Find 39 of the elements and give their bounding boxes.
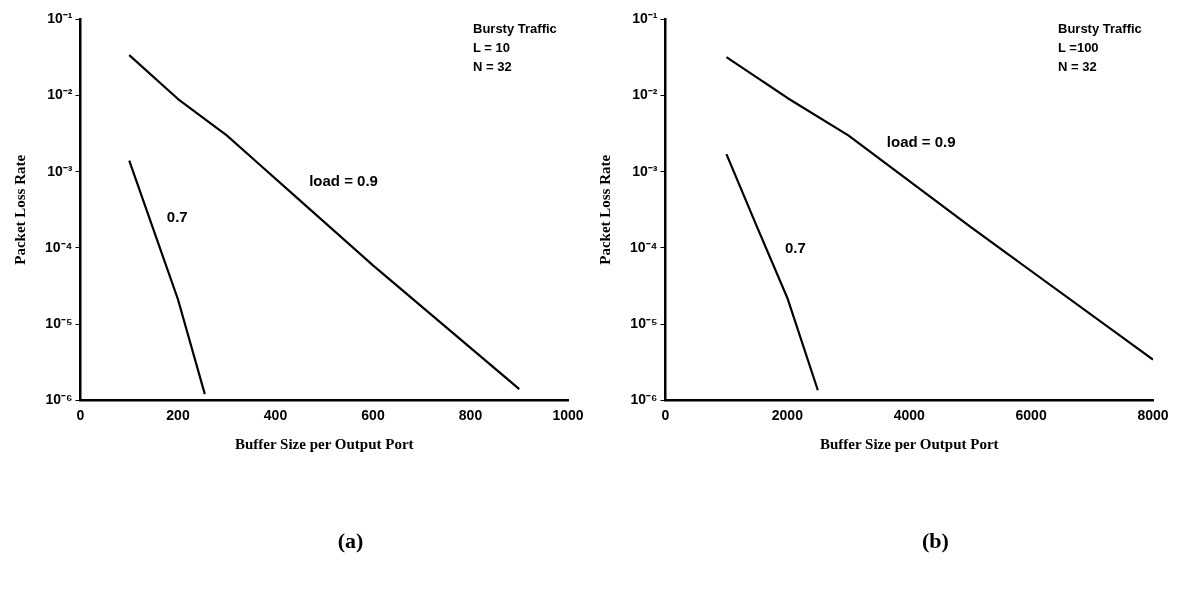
y-tick-label: 10⁻⁴ (630, 238, 658, 255)
y-tick-label: 10⁻¹ (632, 10, 658, 27)
y-tick-label: 10⁻³ (632, 162, 658, 179)
y-axis-title: Packet Loss Rate (596, 154, 613, 265)
y-tick-label: 10⁻⁵ (45, 314, 73, 331)
y-tick-label: 10⁻⁴ (45, 238, 73, 255)
x-tick-label: 0 (661, 407, 670, 424)
series-label: 0.7 (166, 207, 188, 225)
y-tick-label: 10⁻⁶ (630, 391, 658, 408)
x-tick-label: 0 (76, 407, 85, 424)
text: (a) (336, 528, 365, 554)
y-tick-label: 10⁻¹ (47, 10, 73, 27)
x-tick-label: 600 (361, 407, 385, 424)
y-tick-label: 10⁻² (47, 86, 73, 103)
x-tick-label: 1000 (552, 407, 584, 424)
series-label: 0.7 (785, 238, 806, 256)
x-tick-label: 800 (458, 407, 483, 424)
y-tick-label: 10⁻² (632, 86, 658, 103)
annotation: N = 32 (1058, 59, 1097, 75)
annotation: N = 32 (473, 59, 512, 75)
x-axis-title: Buffer Size per Output Port (819, 435, 999, 452)
x-tick-label: 200 (166, 407, 190, 424)
series-label: load = 0.9 (886, 133, 956, 150)
annotation: L =100 (1058, 40, 1099, 56)
x-axis-title: Buffer Size per Output Port (234, 435, 414, 452)
y-tick-label: 10⁻⁵ (630, 314, 658, 331)
x-tick-label: 4000 (893, 407, 926, 424)
annotation: L = 10 (473, 40, 510, 56)
y-tick-label: 10⁻³ (47, 162, 73, 179)
x-tick-label: 2000 (771, 407, 804, 424)
y-axis-title: Packet Loss Rate (11, 154, 28, 265)
annotation: Bursty Traffic (1058, 21, 1142, 37)
series-label: load = 0.9 (309, 172, 378, 190)
x-tick-label: 400 (263, 407, 288, 424)
annotation: Bursty Traffic (473, 21, 557, 37)
y-tick-label: 10⁻⁶ (45, 391, 73, 408)
text: (b) (921, 528, 950, 554)
x-tick-label: 8000 (1137, 407, 1169, 424)
x-tick-label: 6000 (1015, 407, 1047, 424)
